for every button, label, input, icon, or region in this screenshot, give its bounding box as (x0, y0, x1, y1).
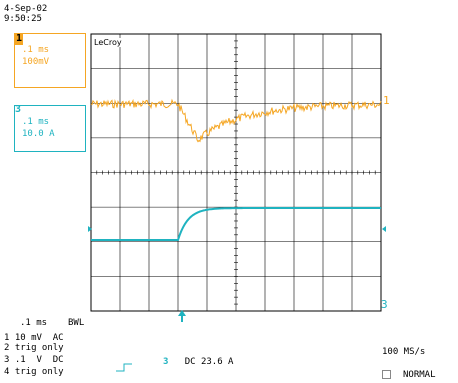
channel-3-reading: 3 DC 23.6 A (163, 357, 233, 367)
footer-timebase: .1 ms (20, 318, 48, 328)
channel-1-number: 1 (15, 33, 23, 45)
trigger-slope-icon (116, 363, 132, 372)
channel-1-scale: 100mV (22, 57, 50, 67)
bandwidth-limit-label: BWL (68, 318, 85, 328)
channel-1-descriptor[interactable] (14, 33, 86, 88)
channel-3-scale: 10.0 A (22, 129, 55, 139)
channel-1-setting: 1 10 mV AC (4, 333, 64, 343)
trigger-mode-checkbox[interactable] (382, 370, 391, 379)
channel-3-trace (91, 207, 381, 241)
channel-1-level-marker: 1 (383, 94, 390, 107)
channel-1-timebase: .1 ms (22, 45, 50, 55)
channel-3-reading-number: 3 (163, 357, 169, 367)
channel-1-trace (90, 98, 382, 143)
channel-3-left-marker (88, 226, 92, 232)
channel-4-setting: 4 trig only (4, 367, 64, 377)
date-label: 4-Sep-02 (4, 4, 48, 14)
time-label: 9:50:25 (4, 14, 42, 24)
channel-3-timebase: .1 ms (22, 117, 50, 127)
trigger-position-arrow-icon (178, 310, 186, 322)
channel-3-descriptor[interactable] (14, 105, 86, 152)
channel-3-reading-value: DC 23.6 A (184, 357, 234, 367)
channel-3-right-marker (382, 226, 386, 232)
channel-3-level-marker: 3 (381, 298, 388, 311)
scope-grid (90, 33, 382, 312)
channel-2-setting: 2 trig only (4, 343, 64, 353)
channel-3-number: 3 (15, 104, 22, 115)
trigger-mode: NORMAL (403, 370, 436, 380)
sample-rate: 100 MS/s (382, 347, 426, 357)
channel-3-setting: 3 .1 V DC (4, 355, 64, 365)
brand-logo: LeCroy (93, 38, 123, 47)
